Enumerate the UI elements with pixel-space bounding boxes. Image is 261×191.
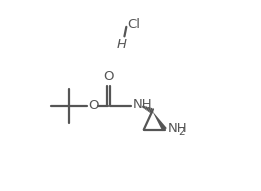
Text: Cl: Cl — [128, 18, 141, 31]
Text: O: O — [88, 100, 99, 112]
Text: NH: NH — [168, 122, 188, 135]
Polygon shape — [152, 111, 167, 131]
Text: NH: NH — [132, 99, 152, 112]
Text: H: H — [117, 38, 127, 51]
Text: O: O — [103, 70, 114, 83]
Text: 2: 2 — [179, 127, 185, 137]
